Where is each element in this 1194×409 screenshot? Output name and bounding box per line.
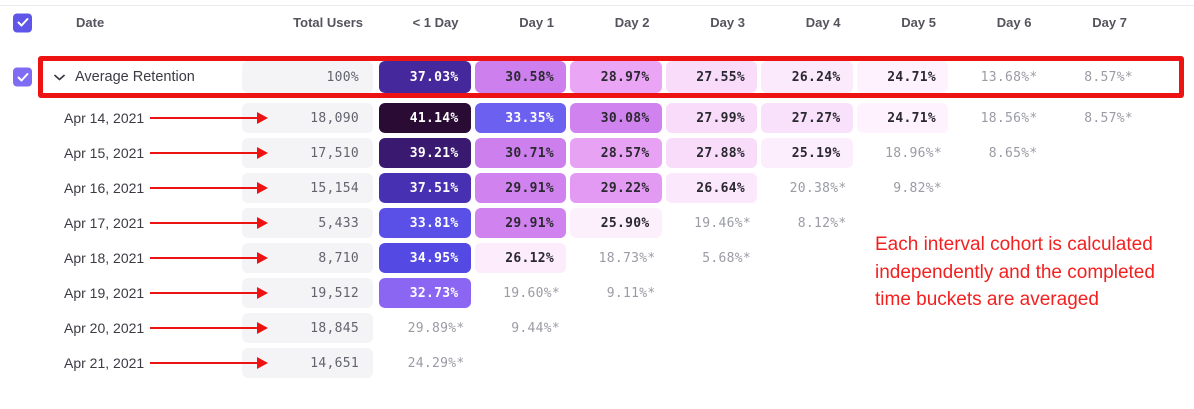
retention-cell: 20.38%* <box>789 180 847 196</box>
retention-cell[interactable]: 29.91% <box>474 208 566 238</box>
retention-cell[interactable]: 33.81% <box>379 208 471 238</box>
chevron-down-icon[interactable] <box>54 74 65 81</box>
total-users-pill: 19,512 <box>242 278 373 308</box>
retention-cell[interactable]: 30.58% <box>474 61 566 93</box>
date-cell: Apr 16, 2021 <box>64 180 145 196</box>
retention-cell[interactable]: 25.19% <box>761 138 853 168</box>
retention-cell: 29.89%* <box>407 320 465 336</box>
cohort-row[interactable]: Apr 19, 2021 19,512 32.73% 19.60%* 9.11%* <box>0 278 1194 308</box>
retention-cell[interactable]: 29.22% <box>570 173 662 203</box>
retention-cell[interactable]: 26.64% <box>665 173 757 203</box>
retention-cell[interactable]: 29.91% <box>474 173 566 203</box>
average-total-pill: 100% <box>242 61 373 93</box>
retention-cell: 18.73%* <box>598 250 656 266</box>
retention-cell[interactable]: 27.27% <box>761 103 853 133</box>
retention-cell[interactable]: 39.21% <box>379 138 471 168</box>
retention-cell[interactable]: 33.35% <box>474 103 566 133</box>
cohort-row[interactable]: Apr 21, 2021 14,651 24.29%* <box>0 348 1194 378</box>
column-header-day: < 1 Day <box>412 15 459 30</box>
retention-cell: 8.12%* <box>797 215 847 231</box>
retention-cell: 9.82%* <box>893 180 942 196</box>
retention-cell: 9.11%* <box>606 285 656 301</box>
retention-cell: 18.96%* <box>885 145 942 161</box>
annotation-text: Each interval cohort is calculated indep… <box>875 234 1155 310</box>
average-retention-label: Average Retention <box>75 69 195 85</box>
date-cell: Apr 19, 2021 <box>64 285 145 301</box>
cohort-row[interactable]: Apr 17, 2021 5,433 33.81% 29.91% 25.90% 19.46… <box>0 208 1194 238</box>
checkmark-icon <box>17 18 28 27</box>
total-users-pill: 5,433 <box>242 208 373 238</box>
retention-cell[interactable]: 41.14% <box>379 103 471 133</box>
retention-cell: 19.46%* <box>694 215 751 231</box>
retention-cell: 9.44%* <box>511 320 560 336</box>
cohort-row[interactable]: Apr 20, 2021 18,845 29.89%* 9.44%* <box>0 313 1194 343</box>
retention-cell[interactable]: 24.71% <box>856 61 948 93</box>
retention-cell[interactable]: 30.71% <box>474 138 566 168</box>
retention-cell: 13.68%* <box>980 69 1038 85</box>
column-header-day: Day 1 <box>519 15 554 30</box>
date-cell: Apr 15, 2021 <box>64 145 145 161</box>
retention-cell: 18.56%* <box>980 110 1038 126</box>
average-retention-row[interactable]: Average Retention 100% 37.03% 30.58% 28.97… <box>0 56 1194 98</box>
retention-cell[interactable]: 27.99% <box>665 103 757 133</box>
retention-cell[interactable]: 26.12% <box>474 243 566 273</box>
retention-cell[interactable]: 34.95% <box>379 243 471 273</box>
total-users-pill: 8,710 <box>242 243 373 273</box>
cohort-row[interactable]: Apr 18, 2021 8,710 34.95% 26.12% 18.73%* 5.68… <box>0 243 1194 273</box>
retention-cell[interactable]: 32.73% <box>379 278 471 308</box>
total-users-pill: 14,651 <box>242 348 373 378</box>
date-cell: Apr 20, 2021 <box>64 320 145 336</box>
checkmark-icon <box>17 72 28 81</box>
column-header-day: Day 3 <box>710 15 745 30</box>
total-users-pill: 17,510 <box>242 138 373 168</box>
retention-cell: 5.68%* <box>702 250 751 266</box>
column-header-day: Day 4 <box>805 15 841 30</box>
total-users-pill: 18,845 <box>242 313 373 343</box>
column-header-total-users: Total Users <box>293 15 363 30</box>
table-top-border <box>0 5 1194 6</box>
column-header-date: Date <box>76 15 105 30</box>
cohort-row[interactable]: Apr 14, 2021 18,090 41.14% 33.35% 30.08% 27.9… <box>0 103 1194 133</box>
retention-cell[interactable]: 25.90% <box>570 208 662 238</box>
column-header-day: Day 7 <box>1092 15 1127 30</box>
retention-cell[interactable]: 27.55% <box>665 61 757 93</box>
total-users-pill: 18,090 <box>242 103 373 133</box>
date-cell: Apr 18, 2021 <box>64 250 145 266</box>
cohort-row[interactable]: Apr 16, 2021 15,154 37.51% 29.91% 29.22% 26.6… <box>0 173 1194 203</box>
retention-cell: 8.65%* <box>988 145 1038 161</box>
retention-cell[interactable]: 37.03% <box>379 61 471 93</box>
retention-cell[interactable]: 26.24% <box>761 61 853 93</box>
column-header-day: Day 5 <box>901 15 936 30</box>
retention-cell[interactable]: 24.71% <box>856 103 948 133</box>
retention-cell: 8.57%* <box>1084 69 1133 85</box>
column-header-day: Day 6 <box>996 15 1032 30</box>
retention-cell: 24.29%* <box>407 355 465 371</box>
column-header-day: Day 2 <box>614 15 650 30</box>
retention-cell[interactable]: 28.57% <box>570 138 662 168</box>
select-all-checkbox[interactable] <box>13 13 32 32</box>
date-cell: Apr 14, 2021 <box>64 110 145 126</box>
total-users-pill: 15,154 <box>242 173 373 203</box>
retention-cell[interactable]: 27.88% <box>665 138 757 168</box>
table-header-row: Date Total Users < 1 Day Day 1 Day 2 Day… <box>0 5 1194 40</box>
retention-cell: 8.57%* <box>1084 110 1133 126</box>
date-cell: Apr 21, 2021 <box>64 355 145 371</box>
date-cell: Apr 17, 2021 <box>64 215 145 231</box>
retention-cell[interactable]: 30.08% <box>570 103 662 133</box>
retention-cell[interactable]: 37.51% <box>379 173 471 203</box>
retention-cell: 19.60%* <box>503 285 560 301</box>
retention-cell[interactable]: 28.97% <box>570 61 662 93</box>
average-row-checkbox[interactable] <box>13 67 32 87</box>
cohort-row[interactable]: Apr 15, 2021 17,510 39.21% 30.71% 28.57% 27.8… <box>0 138 1194 168</box>
